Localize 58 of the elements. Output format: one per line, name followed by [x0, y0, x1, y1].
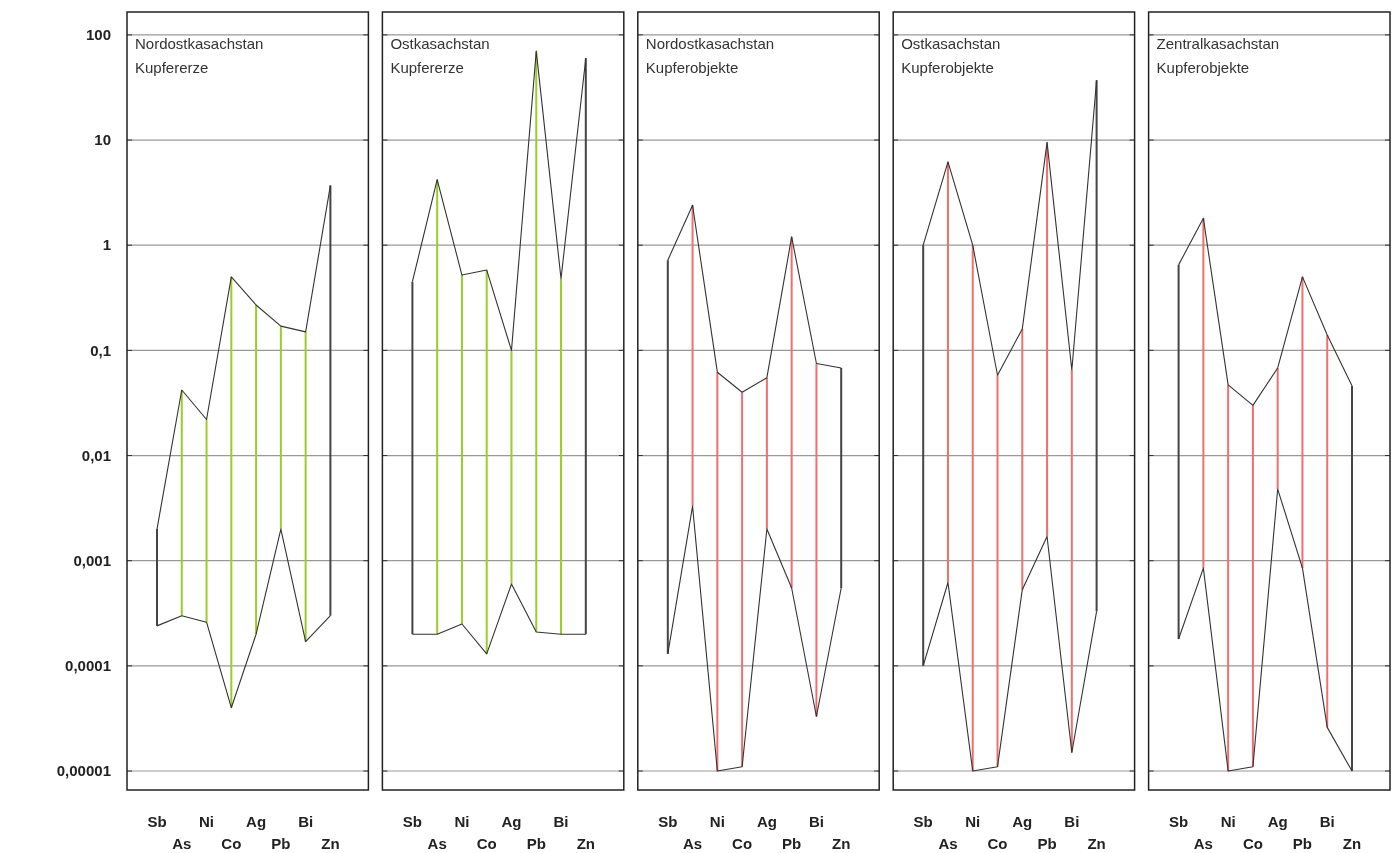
x-tick-label: Sb	[1169, 813, 1189, 830]
y-tick-label: 0,01	[81, 446, 111, 464]
x-tick-label: Zn	[321, 835, 340, 852]
x-tick-label: Co	[476, 835, 497, 852]
text: Nordostkasachstan	[645, 35, 775, 52]
x-tick-label: Ni	[1220, 813, 1236, 830]
text: Ostkasachstan	[901, 35, 1001, 52]
x-tick-label: Zn	[832, 835, 851, 852]
text: Kupfererze	[135, 59, 209, 76]
x-tick-label: Pb	[1037, 835, 1057, 852]
text: Ostkasachstan	[390, 35, 490, 52]
x-tick-label: As	[1193, 835, 1213, 852]
x-tick-label: Sb	[147, 813, 167, 830]
y-tick-label: 0,00001	[56, 762, 111, 780]
text: Zentralkasachstan	[1156, 35, 1280, 52]
x-tick-label: Ni	[199, 813, 215, 830]
text: Nordostkasachstan	[135, 35, 264, 52]
x-tick-label: Bi	[1319, 813, 1335, 830]
x-tick-label: Ag	[501, 813, 522, 830]
x-tick-label: Bi	[1064, 813, 1080, 830]
y-tick-label: 0,0001	[65, 657, 111, 675]
y-tick-label: 100	[85, 26, 111, 44]
x-tick-label: Pb	[1292, 835, 1313, 852]
x-tick-label: Bi	[298, 813, 314, 830]
x-tick-label: Co	[1242, 835, 1263, 852]
x-tick-label: Zn	[576, 835, 595, 852]
x-tick-label: Pb	[782, 835, 802, 852]
text: Kupferobjekte	[645, 59, 739, 76]
x-tick-label: Ag	[1012, 813, 1033, 830]
x-tick-label: Sb	[658, 813, 678, 830]
x-tick-label: Sb	[913, 813, 933, 830]
x-tick-label: Zn	[1087, 835, 1106, 852]
y-tick-label: 0,001	[73, 551, 111, 569]
x-tick-label: Ag	[756, 813, 777, 830]
y-tick-label: 0,1	[90, 341, 111, 359]
x-tick-label: Ni	[454, 813, 470, 830]
x-tick-label: Ag	[1267, 813, 1288, 830]
y-tick-label: 1	[102, 236, 111, 254]
x-tick-label: Bi	[808, 813, 824, 830]
x-tick-label: Pb	[526, 835, 546, 852]
text: Kupferobjekte	[1156, 59, 1250, 76]
y-tick-label: 10	[94, 131, 111, 149]
x-tick-label: Bi	[553, 813, 569, 830]
x-tick-label: Ni	[709, 813, 725, 830]
x-tick-label: As	[682, 835, 703, 852]
x-tick-label: Co	[221, 835, 242, 852]
x-tick-label: Ni	[965, 813, 981, 830]
x-tick-label: As	[427, 835, 447, 852]
x-tick-label: Co	[732, 835, 753, 852]
x-tick-label: As	[938, 835, 958, 852]
text: Kupfererze	[390, 59, 464, 76]
x-tick-label: Ag	[246, 813, 267, 830]
x-tick-label: Co	[987, 835, 1008, 852]
x-tick-label: Zn	[1342, 835, 1362, 852]
text: Kupferobjekte	[901, 59, 994, 76]
x-tick-label: As	[172, 835, 192, 852]
x-tick-label: Pb	[271, 835, 291, 852]
x-tick-label: Sb	[402, 813, 422, 830]
